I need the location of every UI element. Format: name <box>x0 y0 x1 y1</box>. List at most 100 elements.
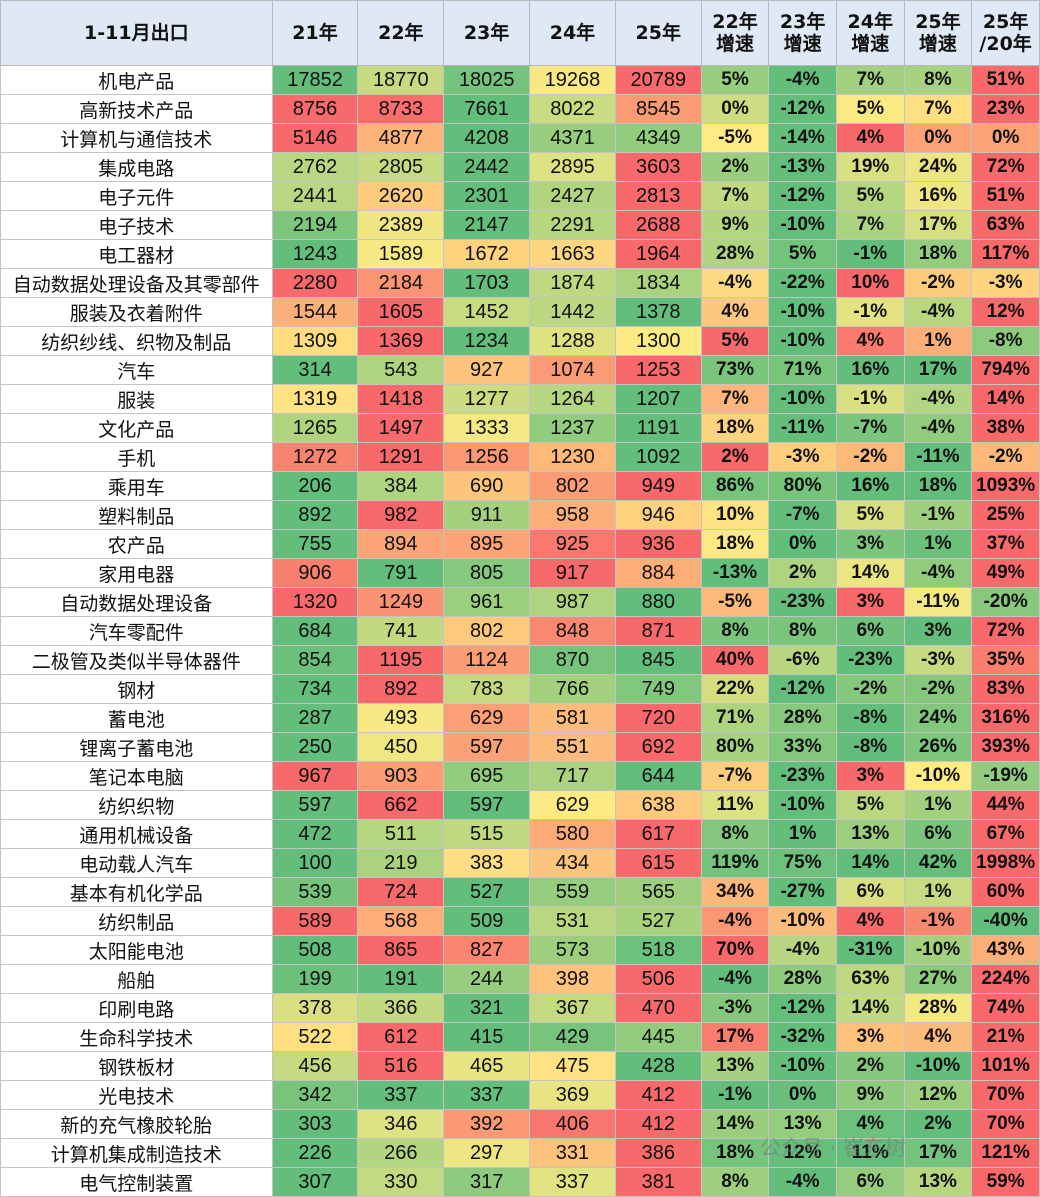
export-value-cell: 1230 <box>529 442 616 472</box>
growth-rate-cell: 83% <box>971 674 1040 704</box>
export-value-cell: 827 <box>443 935 531 965</box>
export-value-cell: 1195 <box>357 645 445 675</box>
growth-rate-cell: 4% <box>835 906 905 936</box>
export-value-cell: 527 <box>614 906 702 936</box>
row-category-name: 农产品 <box>0 529 273 559</box>
export-value-cell: 509 <box>443 906 531 936</box>
growth-rate-cell: 1% <box>768 819 837 849</box>
growth-rate-cell: 14% <box>835 993 905 1023</box>
table-row: 服装及衣着附件 1544 1605 1452 1442 1378 4% -10% -1% -4% 1… <box>0 297 1040 327</box>
header-growth-25-vs-20: 25年 /20年 <box>971 0 1040 66</box>
export-value-cell: 894 <box>357 529 445 559</box>
row-category-name: 服装 <box>0 384 273 414</box>
table-row: 高新技术产品 8756 8733 7661 8022 8545 0% -12% 5% 7% 23% <box>0 94 1040 124</box>
export-value-cell: 219 <box>357 848 445 878</box>
export-value-cell: 2280 <box>271 268 359 298</box>
growth-rate-cell: -4% <box>700 964 770 994</box>
row-category-name: 基本有机化学品 <box>0 877 273 907</box>
growth-rate-cell: 28% <box>903 993 973 1023</box>
growth-rate-cell: 7% <box>700 181 770 211</box>
table-row: 电动载人汽车 100 219 383 434 615 119% 75% 14% 42% 1998% <box>0 848 1040 878</box>
growth-rate-cell: 51% <box>971 181 1040 211</box>
export-value-cell: 629 <box>529 790 616 820</box>
export-value-cell: 1234 <box>443 326 531 356</box>
growth-rate-cell: 16% <box>835 471 905 501</box>
table-row: 机电产品 17852 18770 18025 19268 20789 5% -4% 7% 8% 51… <box>0 65 1040 95</box>
growth-rate-cell: 6% <box>835 616 905 646</box>
export-value-cell: 17852 <box>271 65 359 95</box>
export-value-cell: 2620 <box>357 181 445 211</box>
growth-rate-cell: 7% <box>835 210 905 240</box>
growth-rate-cell: 18% <box>903 239 973 269</box>
growth-rate-cell: 12% <box>971 297 1040 327</box>
row-category-name: 家用电器 <box>0 558 273 588</box>
growth-rate-cell: 8% <box>768 616 837 646</box>
growth-rate-cell: -13% <box>768 152 837 182</box>
growth-rate-cell: 28% <box>768 703 837 733</box>
row-category-name: 锂离子蓄电池 <box>0 732 273 762</box>
export-value-cell: 337 <box>529 1167 616 1197</box>
growth-rate-cell: 25% <box>971 500 1040 530</box>
export-value-cell: 2442 <box>443 152 531 182</box>
export-value-cell: 100 <box>271 848 359 878</box>
row-category-name: 纺织纱线、织物及制品 <box>0 326 273 356</box>
growth-rate-cell: 5% <box>835 790 905 820</box>
export-value-cell: 589 <box>271 906 359 936</box>
growth-rate-cell: 316% <box>971 703 1040 733</box>
growth-rate-cell: 794% <box>971 355 1040 385</box>
growth-rate-cell: 4% <box>903 1022 973 1052</box>
table-row: 纺织制品 589 568 509 531 527 -4% -10% 4% -1% -40% <box>0 906 1040 936</box>
row-category-name: 高新技术产品 <box>0 94 273 124</box>
table-row: 家用电器 906 791 805 917 884 -13% 2% 14% -4% 49% <box>0 558 1040 588</box>
export-value-cell: 8545 <box>614 94 702 124</box>
export-value-cell: 1333 <box>443 413 531 443</box>
growth-rate-cell: 101% <box>971 1051 1040 1081</box>
export-value-cell: 8022 <box>529 94 616 124</box>
row-category-name: 光电技术 <box>0 1080 273 1110</box>
export-value-cell: 199 <box>271 964 359 994</box>
growth-rate-cell: -3% <box>768 442 837 472</box>
export-value-cell: 906 <box>271 558 359 588</box>
growth-rate-cell: 2% <box>768 558 837 588</box>
export-value-cell: 766 <box>529 674 616 704</box>
export-value-cell: 987 <box>529 587 616 617</box>
export-value-cell: 337 <box>443 1080 531 1110</box>
export-value-cell: 1288 <box>529 326 616 356</box>
table-row: 电工器材 1243 1589 1672 1663 1964 28% 5% -1% 18% 117% <box>0 239 1040 269</box>
growth-rate-cell: 16% <box>903 181 973 211</box>
export-value-cell: 958 <box>529 500 616 530</box>
export-value-cell: 331 <box>529 1138 616 1168</box>
export-value-cell: 1964 <box>614 239 702 269</box>
export-value-cell: 884 <box>614 558 702 588</box>
export-value-cell: 559 <box>529 877 616 907</box>
growth-rate-cell: 8% <box>700 819 770 849</box>
export-value-cell: 18770 <box>357 65 445 95</box>
export-value-cell: 475 <box>529 1051 616 1081</box>
export-value-cell: 1265 <box>271 413 359 443</box>
export-value-cell: 511 <box>357 819 445 849</box>
export-value-cell: 250 <box>271 732 359 762</box>
growth-rate-cell: 35% <box>971 645 1040 675</box>
export-value-cell: 429 <box>529 1022 616 1052</box>
growth-rate-cell: 5% <box>835 94 905 124</box>
export-value-cell: 314 <box>271 355 359 385</box>
growth-rate-cell: -1% <box>903 500 973 530</box>
export-value-cell: 386 <box>614 1138 702 1168</box>
growth-rate-cell: 28% <box>768 964 837 994</box>
growth-rate-cell: 6% <box>835 1167 905 1197</box>
growth-rate-cell: 80% <box>700 732 770 762</box>
row-category-name: 汽车 <box>0 355 273 385</box>
growth-rate-cell: 17% <box>903 1138 973 1168</box>
export-value-cell: 4349 <box>614 123 702 153</box>
export-value-cell: 1264 <box>529 384 616 414</box>
export-value-cell: 903 <box>357 761 445 791</box>
export-value-cell: 551 <box>529 732 616 762</box>
export-value-cell: 266 <box>357 1138 445 1168</box>
header-row: 1-11月出口 21年 22年 23年 24年 25年 22年 增速 23年 增… <box>0 0 1040 66</box>
growth-rate-cell: -6% <box>768 645 837 675</box>
growth-rate-cell: 0% <box>768 529 837 559</box>
table-row: 手机 1272 1291 1256 1230 1092 2% -3% -2% -11% -2% <box>0 442 1040 472</box>
export-value-cell: 226 <box>271 1138 359 1168</box>
row-category-name: 集成电路 <box>0 152 273 182</box>
export-value-cell: 597 <box>443 790 531 820</box>
